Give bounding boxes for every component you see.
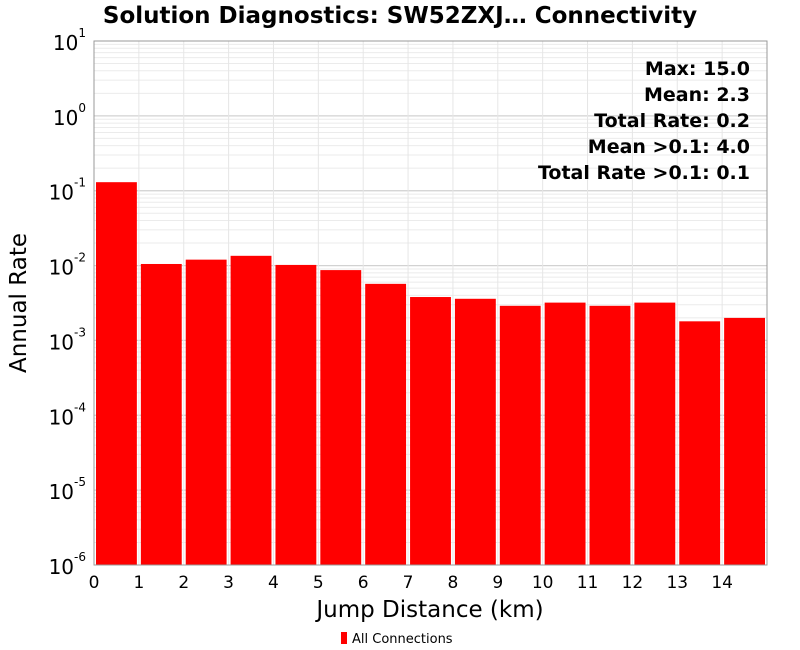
y-tick-exponent: -6 (74, 550, 86, 564)
x-tick-label: 8 (448, 573, 459, 593)
legend: All Connections (341, 632, 453, 647)
x-tick-label: 2 (178, 573, 189, 593)
y-tick-base: 10 (49, 555, 74, 579)
y-tick-label: 100 (53, 101, 86, 130)
x-axis-label: Jump Distance (km) (314, 597, 543, 623)
x-tick-label: 10 (532, 573, 554, 593)
y-tick-exponent: -3 (74, 325, 86, 339)
x-tick-label: 5 (313, 573, 324, 593)
y-tick-label: 101 (53, 26, 86, 55)
x-tick-label: 3 (223, 573, 234, 593)
x-tick-label: 13 (666, 573, 688, 593)
x-tick-label: 4 (268, 573, 279, 593)
y-tick-exponent: -5 (74, 475, 86, 489)
y-tick-base: 10 (49, 256, 74, 280)
y-tick-base: 10 (49, 405, 74, 429)
y-tick-label: 10-3 (49, 325, 86, 354)
y-tick-base: 10 (49, 181, 74, 205)
y-tick-exponent: -1 (74, 176, 86, 190)
bar (589, 305, 631, 565)
bar (724, 317, 765, 565)
y-tick-base: 10 (49, 330, 74, 354)
bar (96, 182, 137, 565)
y-tick-base: 10 (53, 106, 78, 130)
y-axis-label: Annual Rate (6, 233, 32, 373)
y-tick-exponent: 0 (78, 101, 86, 115)
bar (275, 264, 317, 565)
x-tick-label: 11 (577, 573, 599, 593)
legend-label: All Connections (352, 632, 453, 647)
bar (365, 283, 407, 565)
stats-annotation: Mean >0.1: 4.0 (588, 136, 750, 158)
bar (454, 298, 496, 565)
stats-annotation: Mean: 2.3 (644, 84, 750, 106)
y-tick-label: 10-6 (49, 550, 86, 579)
bar (499, 305, 541, 565)
bar (140, 263, 182, 565)
chart-title: Solution Diagnostics: SW52ZXJ… Connectiv… (103, 3, 697, 29)
y-tick-label: 10-5 (49, 475, 86, 504)
x-tick-label: 0 (89, 573, 100, 593)
x-tick-label: 14 (711, 573, 733, 593)
y-tick-base: 10 (49, 480, 74, 504)
x-tick-label: 1 (133, 573, 144, 593)
x-tick-label: 7 (403, 573, 414, 593)
bars (96, 182, 765, 566)
y-tick-exponent: -2 (74, 251, 86, 265)
bar (410, 297, 451, 565)
bar (679, 321, 721, 565)
bar (185, 259, 227, 565)
stats-annotations: Max: 15.0 Mean: 2.3 Total Rate: 0.2 Mean >0… (538, 58, 750, 184)
x-tick-labels: 0 1 2 3 4 5 6 7 8 9 10 11 12 13 14 (89, 573, 733, 593)
x-tick-label: 12 (622, 573, 644, 593)
y-tick-base: 10 (53, 31, 78, 55)
bar (544, 302, 586, 565)
y-tick-exponent: -4 (74, 400, 86, 414)
y-tick-label: 10-2 (49, 251, 86, 280)
stats-annotation: Total Rate: 0.2 (594, 110, 750, 132)
stats-annotation: Total Rate >0.1: 0.1 (538, 162, 750, 184)
y-tick-exponent: 1 (78, 26, 86, 40)
x-tick-label: 9 (492, 573, 503, 593)
bar (320, 270, 362, 565)
y-tick-label: 10-4 (49, 400, 86, 429)
legend-swatch (341, 632, 347, 644)
stats-annotation: Max: 15.0 (645, 58, 750, 80)
y-tick-label: 10-1 (49, 176, 86, 205)
bar (634, 302, 676, 565)
plot-frame (93, 40, 768, 566)
bar (230, 255, 272, 566)
x-tick-label: 6 (358, 573, 369, 593)
